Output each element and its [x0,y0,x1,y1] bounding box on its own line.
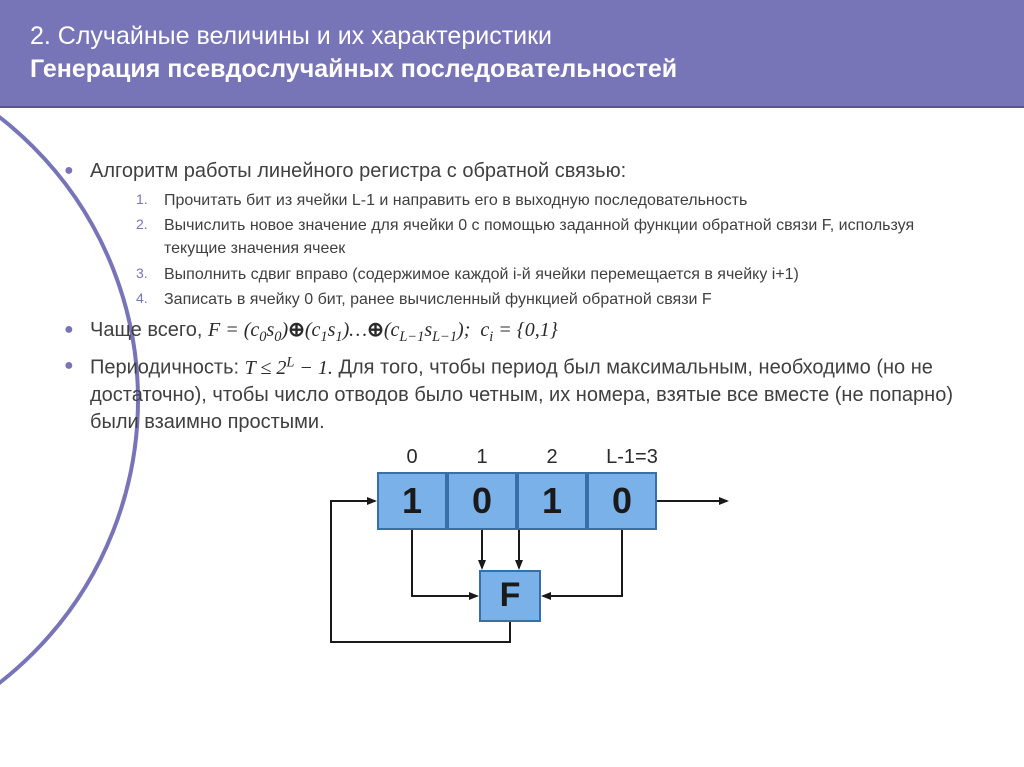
diagram-arrows [257,442,777,662]
formula-prefix: Чаще всего, [90,319,208,341]
formula-expression: F = (c0s0)⊕(c1s1)…⊕(cL−1sL−1); ci = {0,1… [208,319,558,341]
step-2: Вычислить новое значение для ячейки 0 с … [136,214,974,260]
period-prefix: Периодичность: [90,357,245,379]
header-subtitle: 2. Случайные величины и их характеристик… [30,22,994,51]
period-formula: T ≤ 2L − 1. [245,357,333,379]
bullet-formula: Чаще всего, F = (c0s0)⊕(c1s1)…⊕(cL−1sL−1… [60,317,974,347]
bullet-period: Периодичность: T ≤ 2L − 1. Для того, что… [60,353,974,436]
lfsr-diagram: 0 1 2 L-1=3 1 0 1 0 F [257,442,777,662]
bullet-intro: Алгоритм работы линейного регистра с обр… [60,158,974,311]
slide-header: 2. Случайные величины и их характеристик… [0,0,1024,108]
content-area: Алгоритм работы линейного регистра с обр… [0,130,1024,767]
header-title: Генерация псевдослучайных последовательн… [30,55,994,84]
step-3: Выполнить сдвиг вправо (содержимое каждо… [136,263,974,286]
step-1: Прочитать бит из ячейки L-1 и направить … [136,189,974,212]
intro-text: Алгоритм работы линейного регистра с обр… [90,160,626,182]
step-4: Записать в ячейку 0 бит, ранее вычисленн… [136,288,974,311]
